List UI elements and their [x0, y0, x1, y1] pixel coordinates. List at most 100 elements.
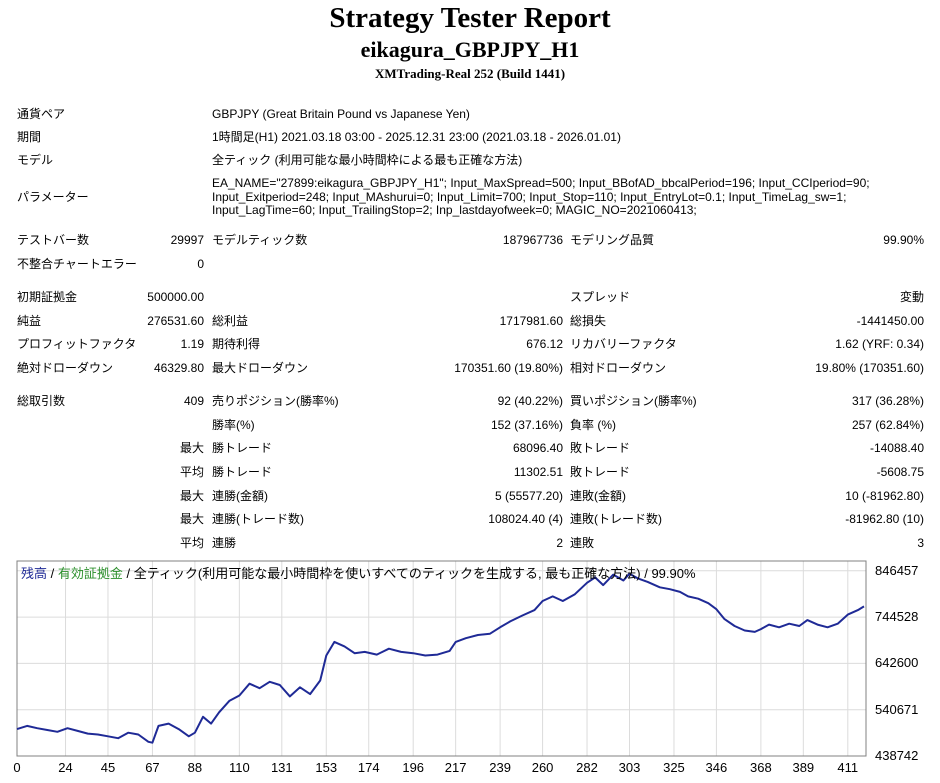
y-tick-label: 744528 — [875, 609, 919, 625]
winrate-label: 勝率(%) — [212, 418, 255, 432]
cons-losses-amt-value: 10 (-81962.80) — [845, 489, 924, 503]
long-value: 317 (36.28%) — [851, 394, 924, 408]
server-build: XMTrading-Real 252 (Build 1441) — [374, 66, 566, 81]
x-tick-label: 110 — [228, 760, 250, 775]
ticks-value: 187967736 — [502, 233, 563, 247]
short-label: 売りポジション(勝率%) — [212, 394, 339, 408]
expected-label: 期待利得 — [212, 337, 261, 351]
average-label: 平均 — [179, 465, 204, 479]
grossloss-value: -1441450.00 — [856, 314, 924, 328]
bars-label: テストバー数 — [17, 233, 90, 247]
avg-loss-label: 敗トレード — [570, 465, 631, 479]
x-tick-label: 131 — [270, 760, 293, 775]
x-tick-label: 389 — [792, 760, 815, 775]
avg-cons-wins-value: 2 — [556, 536, 563, 550]
quality-label: モデリング品質 — [570, 233, 655, 247]
x-tick-label: 174 — [357, 760, 380, 775]
pf-value: 1.19 — [180, 337, 204, 351]
x-tick-label: 346 — [705, 760, 728, 775]
model-label: モデル — [17, 153, 54, 167]
y-tick-label: 540671 — [875, 701, 919, 717]
deposit-label: 初期証拠金 — [17, 290, 78, 304]
mismatch-label: 不整合チャートエラー — [17, 257, 137, 271]
x-tick-label: 282 — [576, 760, 598, 775]
x-tick-label: 411 — [837, 760, 859, 775]
avg-cons-losses-value: 3 — [917, 536, 924, 550]
largest-loss-value: -14088.40 — [869, 441, 924, 455]
cons-wins-cnt-label: 連勝(トレード数) — [212, 512, 304, 526]
x-tick-label: 45 — [100, 760, 116, 775]
y-tick-label: 846457 — [875, 562, 919, 578]
x-tick-label: 67 — [145, 760, 160, 775]
spread-label: スプレッド — [570, 290, 631, 304]
absdd-value: 46329.80 — [153, 361, 204, 375]
absdd-label: 絶対ドローダウン — [17, 361, 114, 375]
spread-value: 変動 — [899, 290, 924, 304]
chart-legend: 残高 / 有効証拠金 / 全ティック(利用可能な最小時間枠を使いすべてのティック… — [21, 563, 696, 582]
balance-chart — [16, 560, 867, 757]
x-tick-label: 217 — [444, 760, 467, 775]
x-tick-label: 196 — [402, 760, 425, 775]
lossrate-label: 負率 (%) — [570, 418, 616, 432]
avg-cons-wins-label: 連勝 — [212, 536, 237, 550]
avg-win-label: 勝トレード — [212, 465, 273, 479]
reldd-value: 19.80% (170351.60) — [815, 361, 924, 375]
y-tick-label: 438742 — [875, 748, 919, 763]
x-tick-label: 0 — [13, 760, 21, 775]
recovery-value: 1.62 (YRF: 0.34) — [835, 337, 924, 351]
cons-wins-cnt-value: 108024.40 (4) — [488, 512, 563, 526]
grossloss-label: 総損失 — [570, 314, 607, 328]
grossprofit-value: 1717981.60 — [499, 314, 563, 328]
ea-name: eikagura_GBPJPY_H1 — [360, 37, 580, 62]
avg-loss-value: -5608.75 — [876, 465, 924, 479]
avg-win-value: 11302.51 — [513, 465, 563, 479]
x-tick-label: 88 — [187, 760, 203, 775]
lossrate-value: 257 (62.84%) — [851, 418, 924, 432]
reldd-label: 相対ドローダウン — [570, 361, 667, 375]
quality-value: 99.90% — [883, 233, 924, 247]
params-line: Input_LagTime=60; Input_TrailingStop=2; … — [212, 203, 697, 217]
model-value: 全ティック (利用可能な最小時間枠による最も正確な方法) — [212, 153, 523, 167]
x-tick-label: 24 — [58, 760, 73, 775]
maxdd-value: 170351.60 (19.80%) — [454, 361, 563, 375]
trades-value: 409 — [183, 394, 204, 408]
maxdd-label: 最大ドローダウン — [212, 361, 309, 375]
x-tick-label: 153 — [315, 760, 338, 775]
symbol-value: GBPJPY (Great Britain Pound vs Japanese … — [212, 107, 470, 121]
cons-losses-cnt-value: -81962.80 (10) — [845, 512, 924, 526]
largest-label: 最大 — [179, 441, 204, 455]
cons-losses-cnt-label: 連敗(トレード数) — [570, 512, 662, 526]
pf-label: プロフィットファクタ — [17, 337, 137, 351]
deposit-value: 500000.00 — [147, 290, 204, 304]
legend-separator: / — [47, 566, 58, 581]
params-line: EA_NAME="27899:eikagura_GBPJPY_H1"; Inpu… — [212, 176, 870, 190]
period-label: 期間 — [17, 130, 42, 144]
x-tick-label: 303 — [618, 760, 641, 775]
largest-win-value: 68096.40 — [512, 441, 563, 455]
avg-cons-label: 平均 — [179, 536, 204, 550]
symbol-label: 通貨ペア — [17, 107, 66, 121]
x-tick-label: 368 — [750, 760, 772, 775]
long-label: 買いポジション(勝率%) — [570, 394, 697, 408]
legend-balance: 残高 — [21, 566, 48, 581]
grossprofit-label: 総利益 — [212, 314, 249, 328]
short-value: 92 (40.22%) — [497, 394, 563, 408]
maximal-label: 最大 — [179, 512, 204, 526]
chart-frame — [16, 560, 867, 757]
largest-win-label: 勝トレード — [212, 441, 273, 455]
expected-value: 676.12 — [526, 337, 563, 351]
legend-equity: 有効証拠金 — [57, 566, 123, 581]
cons-losses-amt-label: 連敗(金額) — [570, 489, 626, 503]
mismatch-value: 0 — [197, 257, 204, 271]
avg-cons-losses-label: 連敗 — [570, 536, 595, 550]
legend-description: / 全ティック(利用可能な最小時間枠を使いすべてのティックを生成する, 最も正確… — [122, 566, 696, 581]
params-line: Input_Exitperiod=248; Input_MAshurui=0; … — [212, 189, 847, 204]
report-title: Strategy Tester Report — [329, 2, 611, 34]
trades-label: 総取引数 — [17, 394, 66, 408]
maximum-label: 最大 — [179, 489, 204, 503]
x-tick-label: 260 — [531, 760, 554, 775]
cons-wins-amt-label: 連勝(金額) — [212, 489, 268, 503]
netprofit-value: 276531.60 — [147, 314, 204, 328]
netprofit-label: 純益 — [17, 314, 42, 328]
x-tick-label: 239 — [489, 760, 511, 775]
